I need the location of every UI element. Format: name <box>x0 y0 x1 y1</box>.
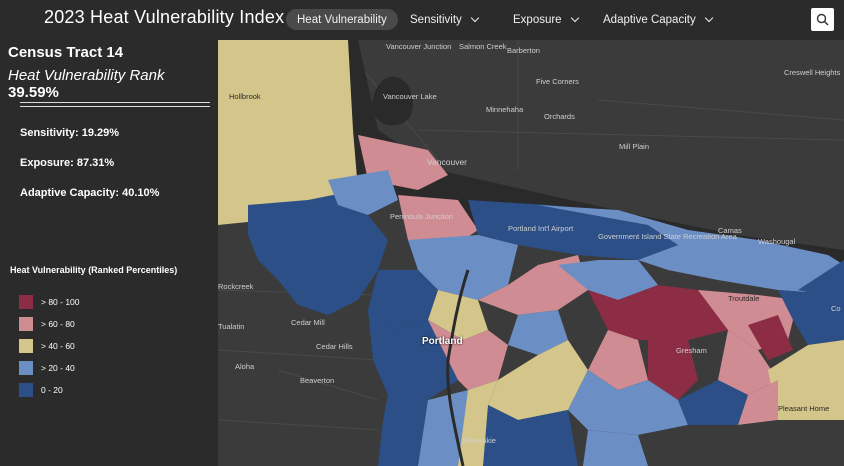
tab-label: Sensitivity <box>410 13 462 26</box>
stat-sensitivity: Sensitivity: 19.29% <box>20 127 120 139</box>
place-label: Cedar Mill <box>291 318 325 327</box>
rank-line: Heat Vulnerability Rank 39.59% <box>8 67 218 101</box>
place-label: Gresham <box>676 346 707 355</box>
chevron-down-icon <box>470 13 480 23</box>
place-label: Rockcreek <box>218 282 254 291</box>
legend-item: 0 - 20 <box>19 383 63 397</box>
place-label: Milwaukie <box>463 436 496 445</box>
place-label: Hollbrook <box>229 92 261 101</box>
place-label: Minnehaha <box>486 105 524 114</box>
place-label: Barberton <box>507 46 540 55</box>
chevron-down-icon <box>570 13 579 23</box>
stat-exposure: Exposure: 87.31% <box>20 157 115 169</box>
legend-label: > 80 - 100 <box>41 297 80 307</box>
place-label: Vancouver Lake <box>383 92 437 101</box>
tract-title: Census Tract 14 <box>8 44 124 61</box>
place-label: Orchards <box>544 112 575 121</box>
tab-exposure[interactable]: Exposure <box>513 9 579 30</box>
legend-swatch <box>19 295 33 309</box>
place-label: Peninsula Junction <box>390 212 453 221</box>
place-label: Tualatin <box>218 322 245 331</box>
map-canvas[interactable] <box>218 40 844 466</box>
legend-label: > 20 - 40 <box>41 363 75 373</box>
place-label: Aloha <box>235 362 255 371</box>
tab-adaptive-capacity[interactable]: Adaptive Capacity <box>603 9 713 30</box>
place-label: Five Corners <box>536 77 579 86</box>
legend-item: > 40 - 60 <box>19 339 75 353</box>
search-icon <box>816 13 829 26</box>
chevron-down-icon <box>704 13 713 23</box>
info-panel: Census Tract 14 Heat Vulnerability Rank … <box>0 40 218 466</box>
legend-swatch <box>19 339 33 353</box>
rank-value: 39.59% <box>8 84 59 101</box>
legend-swatch <box>19 361 33 375</box>
place-label: Camas <box>718 226 742 235</box>
tab-label: Exposure <box>513 13 562 26</box>
legend-item: > 20 - 40 <box>19 361 75 375</box>
legend-item: > 80 - 100 <box>19 295 80 309</box>
tab-label: Adaptive Capacity <box>603 13 696 26</box>
map-view[interactable]: Vancouver Junction Salmon Creek Barberto… <box>218 40 844 466</box>
legend-title: Heat Vulnerability (Ranked Percentiles) <box>10 265 178 275</box>
legend-swatch <box>19 317 33 331</box>
app-header: 2023 Heat Vulnerability Index Heat Vulne… <box>0 0 844 40</box>
divider <box>20 106 210 107</box>
stat-adaptive-capacity: Adaptive Capacity: 40.10% <box>20 187 160 199</box>
place-label: Cedar Hills <box>316 342 353 351</box>
tab-heat-vulnerability[interactable]: Heat Vulnerability <box>286 9 398 30</box>
place-label: Mill Plain <box>619 142 650 151</box>
legend-item: > 60 - 80 <box>19 317 75 331</box>
legend-label: > 60 - 80 <box>41 319 75 329</box>
place-label: Vancouver <box>427 157 468 167</box>
place-label: Washougal <box>758 237 796 246</box>
place-label: Portland <box>422 336 463 347</box>
legend-label: > 40 - 60 <box>41 341 75 351</box>
search-button[interactable] <box>811 8 834 31</box>
place-label: Vancouver Junction <box>386 42 452 51</box>
rank-label: Heat Vulnerability Rank <box>8 67 165 84</box>
place-label: Co <box>831 304 841 313</box>
legend-swatch <box>19 383 33 397</box>
tab-sensitivity[interactable]: Sensitivity <box>410 9 480 30</box>
place-label: Beaverton <box>300 376 335 385</box>
tab-label: Heat Vulnerability <box>297 13 387 26</box>
place-label: Pleasant Home <box>778 404 830 413</box>
place-label: Troutdale <box>728 294 760 303</box>
place-label: Government Island State Recreation Area <box>598 232 737 241</box>
place-label: Salmon Creek <box>459 42 507 51</box>
place-label: Portland Int'l Airport <box>508 224 574 233</box>
legend-label: 0 - 20 <box>41 385 63 395</box>
divider <box>20 102 210 103</box>
app-title: 2023 Heat Vulnerability Index <box>44 7 285 27</box>
place-label: Creswell Heights <box>784 68 841 77</box>
